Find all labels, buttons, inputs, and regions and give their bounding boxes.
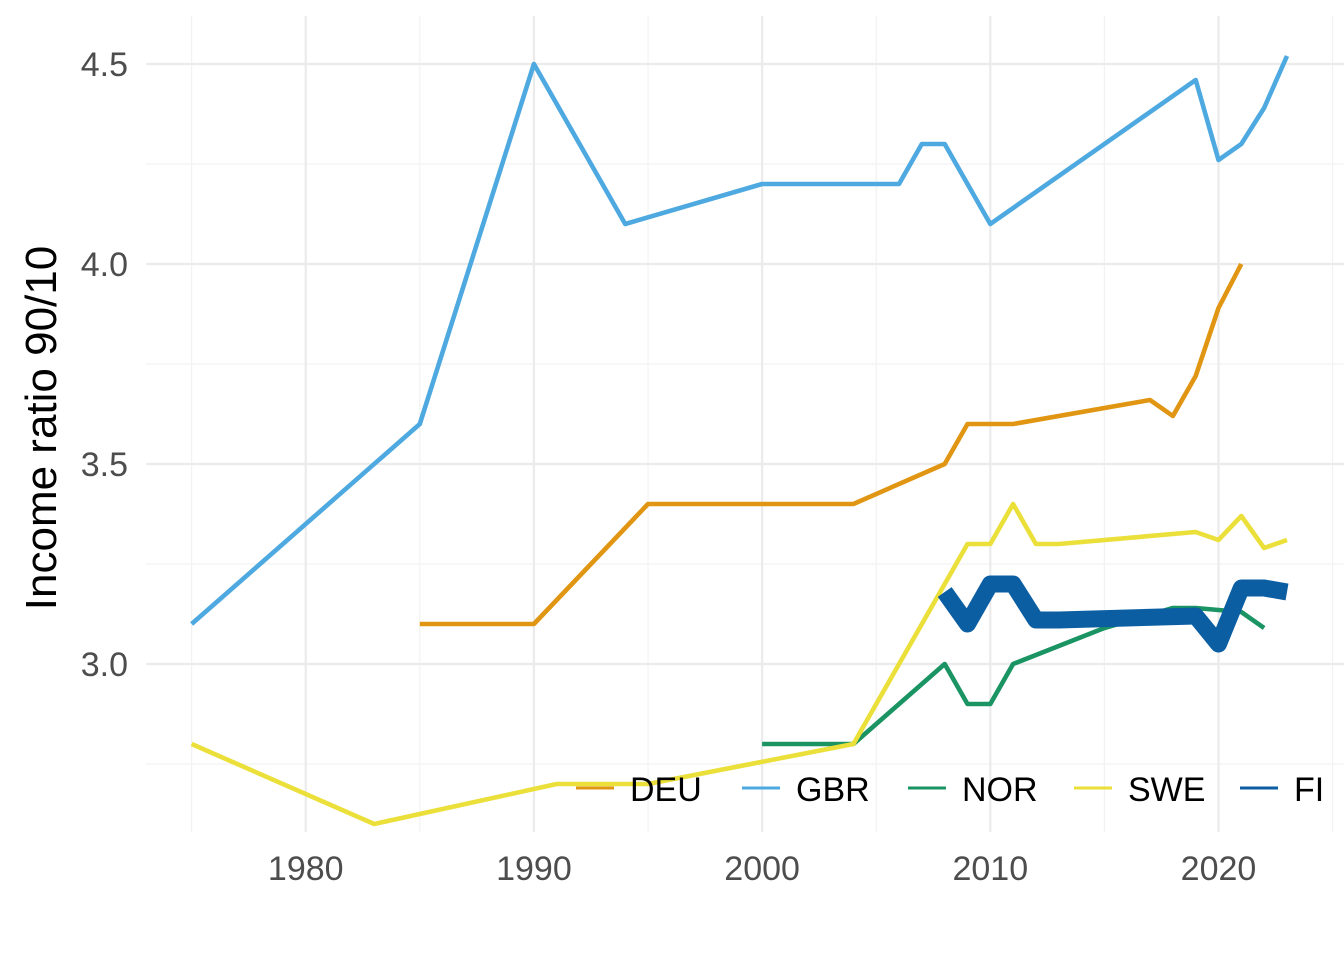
legend-label-fin: FI [1294,771,1324,809]
y-tick-label: 4.0 [81,246,128,284]
x-tick-label: 2020 [1181,850,1257,888]
y-tick-label: 3.0 [81,646,128,684]
series-line-swe [190,501,1288,827]
y-tick-label: 3.5 [81,446,128,484]
series-lines [190,55,1290,827]
series-line-fin [937,575,1289,653]
y-axis-ticks: 3.0 3.5 4.0 4.5 [81,46,128,684]
series-line-nor [762,605,1266,747]
x-axis-ticks: 1980 1990 2000 2010 2020 [268,850,1256,888]
x-tick-label: 2010 [952,850,1028,888]
grid [146,16,1344,832]
x-tick-label: 1980 [268,850,344,888]
legend-label-deu: DEU [630,771,702,809]
y-axis-title: Income ratio 90/10 [17,246,66,610]
series-line-gbr [190,55,1290,626]
y-tick-label: 4.5 [81,46,128,84]
legend-label-gbr: GBR [796,771,870,809]
legend: DEU GBR NOR SWE FI [576,771,1324,809]
legend-label-nor: NOR [962,771,1038,809]
series-line-deu [419,262,1244,627]
legend-label-swe: SWE [1128,771,1205,809]
x-tick-label: 2000 [724,850,800,888]
x-tick-label: 1990 [496,850,572,888]
